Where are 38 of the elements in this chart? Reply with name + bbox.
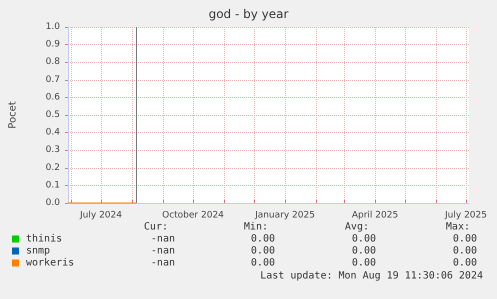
- text: Max:: [446, 222, 470, 232]
- text: 0.00: [352, 258, 376, 268]
- text: 0.00: [250, 234, 275, 244]
- y-axis-title: Pocet: [8, 101, 18, 129]
- text: 0.00: [452, 258, 477, 268]
- text: Avg:: [344, 222, 369, 232]
- legend-label: thinis: [26, 234, 62, 244]
- text: -nan: [150, 234, 175, 244]
- text: Min:: [244, 222, 268, 232]
- text: Last update: Mon Aug 19 11:30:06 2024: [260, 270, 483, 282]
- x-tick-label: October 2024: [162, 210, 224, 220]
- y-tick-label: 0.0: [46, 198, 60, 208]
- x-tick-label: April 2025: [352, 210, 398, 220]
- text: 0.00: [250, 258, 275, 268]
- text: -nan: [150, 258, 175, 268]
- y-tick-label: 0.1: [46, 180, 60, 190]
- y-tick-label: 0.3: [46, 145, 60, 156]
- legend-label: snmp: [26, 246, 50, 256]
- x-tick-label: January 2025: [254, 210, 315, 220]
- y-tick-label: 0.6: [46, 92, 60, 102]
- chart-title: god - by year: [208, 7, 288, 21]
- y-tick-label: 0.4: [46, 128, 60, 138]
- y-tick-label: 0.2: [46, 162, 60, 173]
- text: -nan: [150, 246, 175, 256]
- x-tick-label: July 2024: [79, 210, 122, 220]
- y-tick-label: 0.7: [46, 74, 60, 85]
- x-tick-label: July 2025: [444, 210, 487, 220]
- text: 0.00: [250, 246, 275, 256]
- text: 0.00: [452, 234, 477, 244]
- text: Cur:: [144, 222, 168, 232]
- legend-label: workeris: [26, 258, 74, 268]
- y-tick-label: 1.0: [46, 22, 60, 32]
- text: 0.00: [352, 234, 376, 244]
- y-tick-label: 0.5: [46, 110, 60, 120]
- text: 0.00: [452, 246, 477, 256]
- text: 0.00: [352, 246, 376, 256]
- y-tick-label: 0.8: [46, 57, 60, 68]
- y-tick-label: 0.9: [46, 40, 60, 50]
